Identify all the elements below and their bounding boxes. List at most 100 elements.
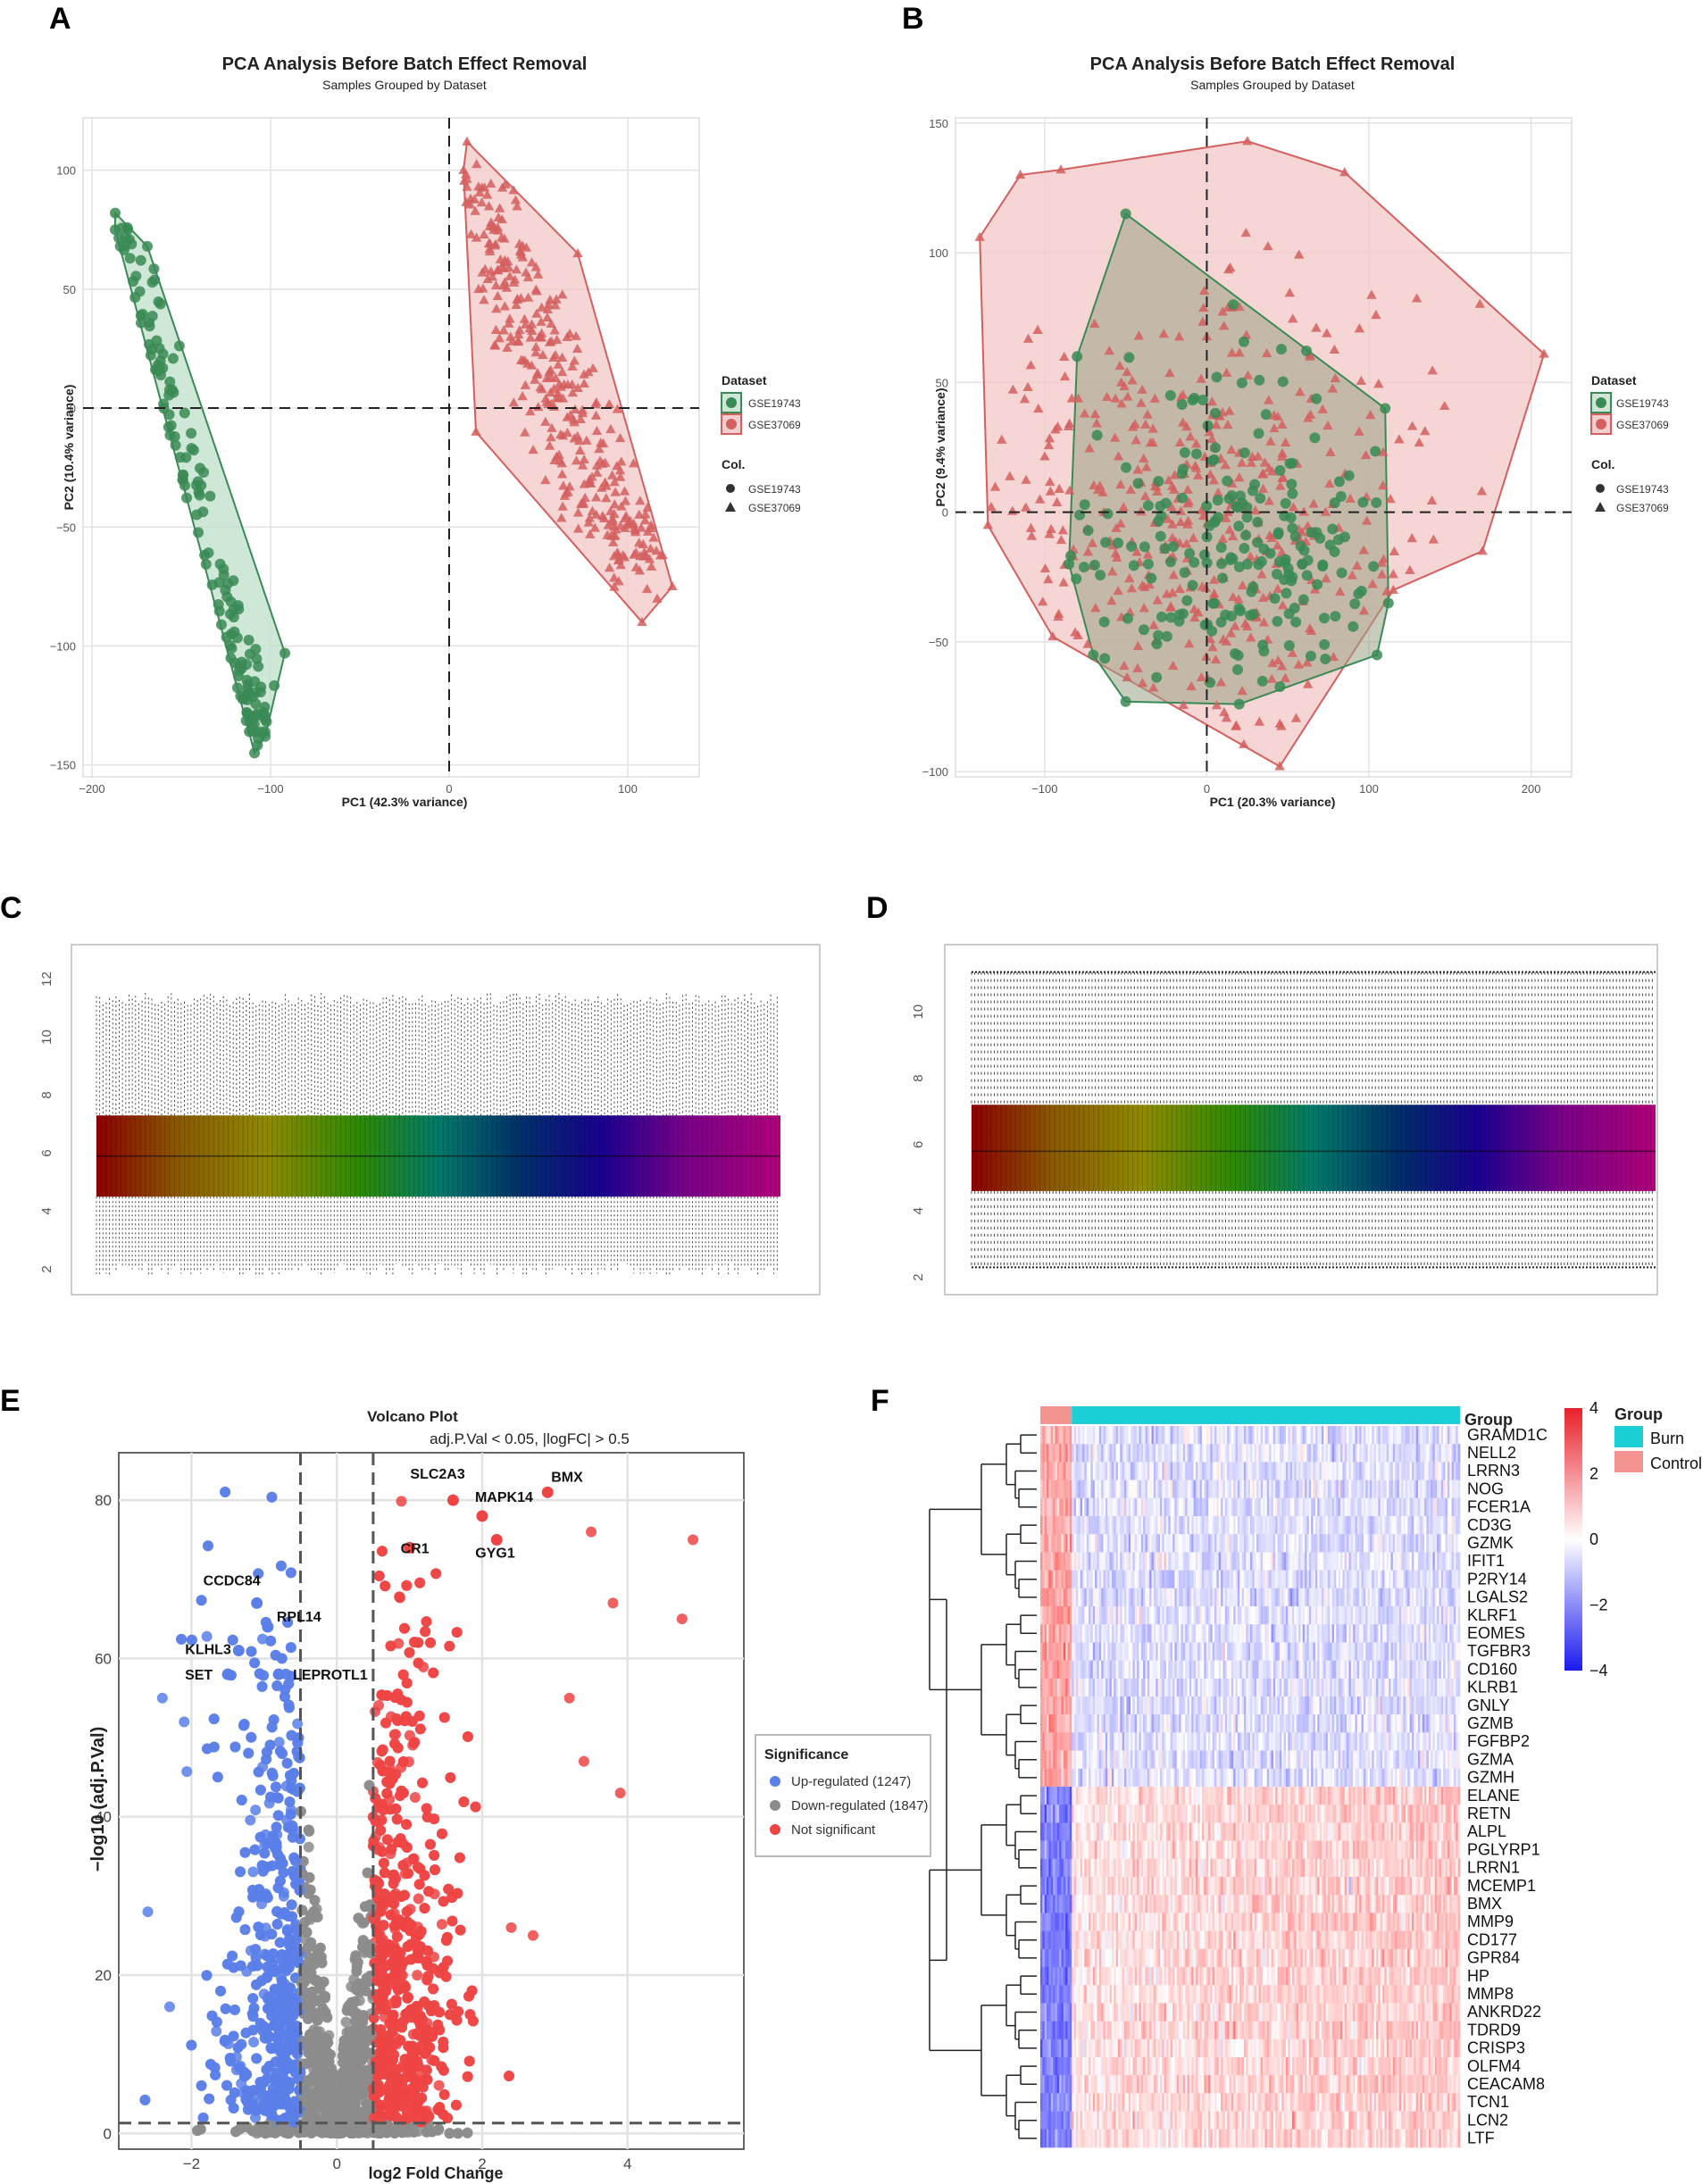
- point-gse37069: [1084, 443, 1095, 453]
- point-gse37069: [473, 283, 484, 294]
- volcano-point: [424, 1838, 436, 1850]
- x-tick-label: 200: [1522, 782, 1541, 796]
- point-gse37069: [591, 509, 602, 519]
- point-gse37069: [630, 546, 641, 557]
- point-gse37069: [1226, 347, 1238, 357]
- point-gse37069: [1138, 453, 1149, 463]
- point-gse37069: [574, 445, 586, 455]
- point-gse37069: [1104, 346, 1115, 355]
- pca-a-ticks: −200 −100 0 100 −150 −100 −50 0 50 100: [50, 164, 638, 796]
- volcano-point: [215, 1985, 227, 1996]
- point-gse37069: [1014, 169, 1026, 179]
- point-gse37069: [511, 299, 521, 309]
- point-gse37069: [1130, 435, 1141, 445]
- point-gse37069: [590, 492, 602, 502]
- volcano-point: [409, 1791, 421, 1803]
- point-gse37069: [536, 302, 547, 312]
- volcano-point: [249, 1844, 261, 1855]
- point-gse37069: [1072, 393, 1084, 403]
- point-gse37069: [1118, 502, 1129, 512]
- point-gse37069: [518, 354, 529, 364]
- boxplot-d-ticks: 2 4 6 8 10: [911, 1004, 926, 1281]
- point-gse37069: [1059, 371, 1071, 381]
- pca-a-ylabel: PC2 (10.4% variance): [62, 385, 76, 511]
- point-gse19743: [1225, 552, 1237, 563]
- point-gse37069: [1272, 540, 1283, 550]
- point-gse19743: [173, 340, 185, 352]
- y-tick-label: 10: [39, 1029, 54, 1045]
- point-gse37069: [1196, 671, 1207, 682]
- point-gse37069: [1140, 419, 1151, 429]
- volcano-point: [444, 2128, 455, 2139]
- point-gse37069: [572, 247, 583, 258]
- point-gse37069: [585, 529, 596, 538]
- point-gse37069: [577, 460, 588, 470]
- volcano-point: [421, 1812, 433, 1823]
- point-gse37069: [1043, 439, 1055, 450]
- point-gse37069: [1205, 469, 1216, 479]
- volcano-point: [455, 1924, 466, 1936]
- point-gse37069: [1275, 480, 1286, 490]
- volcano-point: [248, 2037, 260, 2048]
- point-gse37069: [1167, 532, 1178, 542]
- point-gse19743: [1190, 448, 1202, 460]
- point-gse19743: [1100, 537, 1112, 548]
- point-gse37069: [512, 201, 522, 211]
- point-gse37069: [482, 273, 493, 284]
- point-gse37069: [1045, 476, 1055, 487]
- point-gse19743: [1312, 579, 1323, 590]
- volcano-point: [421, 1616, 432, 1628]
- y-tick-label: 50: [936, 376, 948, 389]
- point-gse37069: [531, 369, 543, 379]
- point-gse19743: [1256, 675, 1268, 687]
- volcano-point: [401, 1678, 413, 1689]
- point-gse37069: [1330, 372, 1341, 383]
- volcano-point: [201, 1970, 213, 1981]
- point-gse37069: [605, 530, 616, 540]
- point-gse19743: [1213, 512, 1224, 523]
- pca-b-points: [974, 136, 1549, 771]
- point-gse37069: [1254, 716, 1265, 726]
- point-gse37069: [1162, 513, 1173, 523]
- volcano-point: [380, 1580, 391, 1592]
- point-gse37069: [531, 308, 542, 318]
- point-gse37069: [1311, 322, 1322, 332]
- point-gse19743: [1256, 555, 1267, 567]
- point-gse37069: [572, 382, 583, 392]
- volcano-point: [363, 2064, 374, 2076]
- point-gse19743: [1236, 377, 1247, 388]
- legend-b-dataset-title: Dataset: [1591, 373, 1637, 388]
- point-gse37069: [1115, 518, 1126, 528]
- volcano-point: [408, 1737, 420, 1748]
- volcano-point: [304, 1871, 315, 1883]
- point-gse37069: [1217, 306, 1228, 316]
- point-gse19743: [1319, 613, 1331, 624]
- y-tick-label: −150: [50, 759, 76, 772]
- point-gse19743: [1249, 479, 1261, 490]
- volcano-point: [395, 1833, 406, 1845]
- volcano-point: [221, 1958, 233, 1970]
- point-gse19743: [1301, 345, 1313, 356]
- volcano-point: [201, 1630, 213, 1642]
- point-gse37069: [1257, 483, 1269, 493]
- point-gse37069: [635, 496, 646, 505]
- point-gse19743: [1211, 371, 1222, 383]
- point-gse19743: [158, 398, 170, 410]
- point-gse37069: [1059, 351, 1070, 361]
- point-gse37069: [1264, 496, 1275, 505]
- volcano-point: [251, 2053, 263, 2064]
- point-gse37069: [559, 379, 570, 389]
- point-gse19743: [231, 682, 243, 694]
- point-gse37069: [1237, 579, 1248, 590]
- point-gse19743: [1272, 527, 1284, 538]
- point-gse37069: [537, 384, 547, 394]
- point-gse37069: [1066, 393, 1078, 403]
- volcano-point: [181, 1766, 193, 1778]
- point-gse37069: [471, 426, 481, 436]
- point-gse37069: [1322, 420, 1333, 430]
- point-gse37069: [462, 181, 472, 191]
- legend-a-label-gse37069: GSE37069: [748, 419, 801, 431]
- point-gse37069: [605, 423, 616, 434]
- point-gse37069: [556, 366, 568, 377]
